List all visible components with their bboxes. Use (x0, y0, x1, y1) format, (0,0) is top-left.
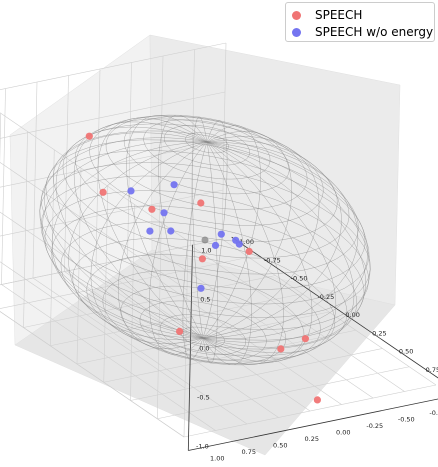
y-tick-label: 0.50 (273, 442, 287, 450)
speech-point (85, 132, 93, 140)
speech-point (197, 199, 205, 207)
grid-lines (0, 42, 437, 438)
sphere-meridian-line (73, 121, 208, 339)
x-tick-label: 0.50 (399, 348, 413, 356)
speech-wo-energy-point (170, 181, 178, 189)
sphere-meridian-line (90, 141, 208, 344)
sphere-meridian-line (44, 132, 208, 339)
legend-label-speech-wo-energy: SPEECH w/o energy (315, 25, 434, 39)
floor-grid-line (103, 329, 356, 383)
speech-wo-energy-point (217, 230, 225, 238)
sphere-meridian-line (202, 136, 320, 339)
sphere-meridian-line (202, 141, 359, 339)
speech-wo-energy-point (232, 236, 240, 244)
x-tick-label: -1.00 (237, 238, 254, 246)
y-tick-label: 0.00 (336, 429, 350, 437)
speech-point (313, 396, 321, 404)
floor-grid-line (183, 384, 437, 438)
sphere-meridian-line (55, 126, 208, 339)
speech-point (301, 335, 309, 343)
z-tick-label: 1.0 (201, 247, 211, 255)
legend: SPEECH SPEECH w/o energy (285, 2, 435, 42)
speech-wo-energy-point (197, 284, 205, 292)
wall-grid-line (0, 238, 223, 286)
speech-wo-energy-point (211, 241, 220, 249)
sphere-meridian-line (39, 137, 208, 339)
legend-marker-speech-wo-energy (292, 27, 301, 37)
sphere-meridian-line (126, 115, 208, 339)
data-points (85, 132, 321, 404)
sphere-meridian-line (202, 141, 284, 365)
speech-point (277, 345, 285, 353)
sphere-meridian-line (202, 130, 293, 339)
speech-point (245, 247, 253, 255)
wall-grid-line (0, 261, 186, 389)
y-tick-label: -0.25 (366, 422, 383, 430)
z-axis-line (187, 244, 193, 451)
sphere-meridian-line (117, 141, 208, 350)
wall-grid-line (0, 162, 188, 291)
wall-grid-line (0, 42, 227, 90)
sphere-meridian-line (202, 141, 368, 340)
legend-item-speech: SPEECH (292, 7, 362, 23)
sphere-meridian-line (158, 115, 208, 339)
x-tick-label: 0.25 (372, 329, 386, 337)
sphere-meridian-line (202, 141, 337, 359)
z-tick-label: 0.0 (199, 345, 209, 353)
legend-marker-speech (292, 10, 301, 20)
sphere-meridian-line (202, 120, 228, 339)
speech-wo-energy-point (160, 209, 168, 217)
speech-wo-energy-point (127, 187, 135, 195)
sphere-meridian-line (182, 141, 208, 360)
sphere-meridian-line (149, 141, 208, 355)
z-tick-label: -1.0 (196, 443, 209, 451)
x-tick-label: -0.75 (264, 256, 281, 264)
speech-point (148, 205, 156, 213)
x-tick-label: 0.75 (426, 366, 438, 374)
speech-wo-energy-point (167, 227, 175, 235)
wall-grid-line (0, 91, 226, 139)
floor-grid-line (1, 284, 216, 431)
floor-grid-line (32, 277, 248, 425)
z-tick-label: 0.5 (200, 296, 210, 304)
y-tick-label: -0.50 (398, 416, 415, 424)
wall-grid-line (0, 311, 185, 438)
y-tick-label: -0.75 (429, 409, 438, 417)
y-axis-line (188, 398, 438, 451)
y-tick-label: 0.75 (242, 448, 256, 456)
sphere-meridian-line (192, 116, 208, 339)
legend-item-speech-wo-energy: SPEECH w/o energy (292, 24, 433, 40)
x-tick-label: -0.50 (291, 275, 308, 283)
legend-label-speech: SPEECH (315, 8, 363, 22)
sphere-meridian-line (97, 117, 208, 339)
sphere-meridian-line (202, 125, 261, 339)
floor-grid-line (157, 366, 410, 420)
y-tick-label: 0.25 (305, 435, 319, 443)
speech-point (198, 255, 206, 263)
speech-point (176, 327, 184, 335)
sphere-meridian-line (51, 141, 208, 339)
wall-grid-line (0, 112, 189, 242)
sphere-meridian-line (202, 141, 252, 365)
wall-grid-line (0, 113, 2, 165)
floor-grid-line (130, 348, 383, 401)
sphere-meridian-line (202, 141, 371, 343)
tick-labels: -1.00-0.75-0.50-0.250.000.250.500.751.00… (196, 238, 438, 462)
sphere-center-point (201, 236, 209, 244)
z-tick-label: -0.5 (197, 394, 210, 402)
speech-point (99, 188, 107, 196)
x-tick-label: 0.00 (345, 311, 359, 319)
sphere-meridian-line (202, 141, 355, 354)
sphere-meridian-line (42, 140, 208, 339)
axis-panes (9, 34, 401, 456)
wall-grid-line (0, 189, 224, 237)
sphere-meridian-line (202, 141, 218, 364)
speech-wo-energy-point (146, 227, 154, 235)
sphere-meridian-line (68, 141, 208, 340)
y-tick-label: 1.00 (210, 455, 224, 463)
sphere-meridian-line (202, 140, 342, 339)
